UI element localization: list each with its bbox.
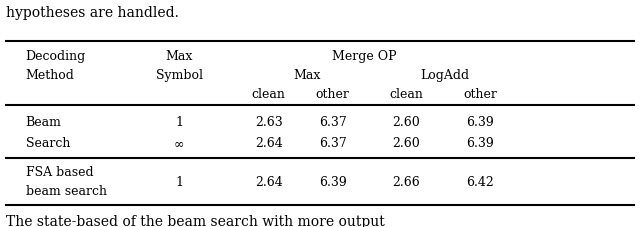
Text: 2.64: 2.64 — [255, 136, 283, 149]
Text: ∞: ∞ — [174, 136, 184, 149]
Text: Max: Max — [166, 50, 193, 63]
Text: Decoding: Decoding — [26, 50, 86, 63]
Text: Search: Search — [26, 136, 70, 149]
Text: 1: 1 — [175, 115, 183, 128]
Text: Max: Max — [294, 69, 321, 82]
Text: Merge OP: Merge OP — [333, 50, 397, 63]
Text: Symbol: Symbol — [156, 69, 203, 82]
Text: The state-based of the beam search with more output: The state-based of the beam search with … — [6, 214, 385, 227]
Text: 6.39: 6.39 — [466, 136, 494, 149]
Text: FSA based: FSA based — [26, 165, 93, 178]
Text: LogAdd: LogAdd — [420, 69, 469, 82]
Text: 1: 1 — [175, 175, 183, 188]
Text: clean: clean — [390, 88, 423, 101]
Text: 2.63: 2.63 — [255, 115, 283, 128]
Text: 6.39: 6.39 — [466, 115, 494, 128]
Text: 6.37: 6.37 — [319, 115, 347, 128]
Text: 2.66: 2.66 — [392, 175, 420, 188]
Text: 2.60: 2.60 — [392, 115, 420, 128]
Text: other: other — [463, 88, 497, 101]
Text: clean: clean — [252, 88, 285, 101]
Text: 2.60: 2.60 — [392, 136, 420, 149]
Text: 6.42: 6.42 — [466, 175, 494, 188]
Text: hypotheses are handled.: hypotheses are handled. — [6, 6, 179, 20]
Text: 6.37: 6.37 — [319, 136, 347, 149]
Text: Method: Method — [26, 69, 74, 82]
Text: other: other — [316, 88, 349, 101]
Text: 2.64: 2.64 — [255, 175, 283, 188]
Text: Beam: Beam — [26, 115, 61, 128]
Text: 6.39: 6.39 — [319, 175, 347, 188]
Text: beam search: beam search — [26, 184, 107, 197]
